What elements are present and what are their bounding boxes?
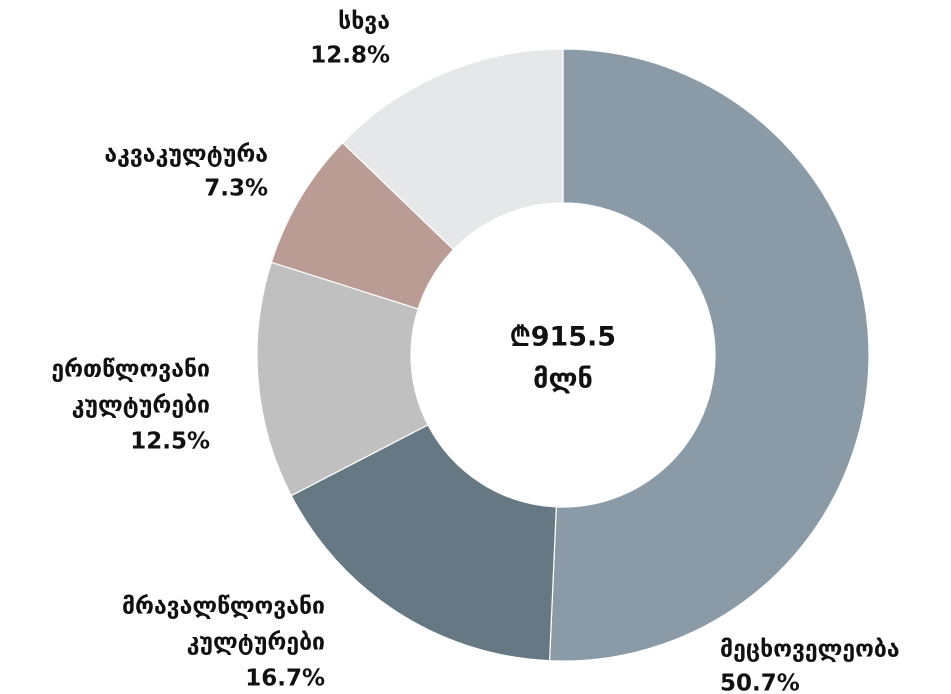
slice-label: კულტურები xyxy=(187,630,325,656)
slice-label: აკვაკულტურა xyxy=(104,142,268,168)
value-label: 16.7% xyxy=(245,666,325,692)
value-label: 7.3% xyxy=(204,176,268,202)
slice-label: ერთწლოვანი xyxy=(51,357,210,383)
value-label: 50.7% xyxy=(720,671,800,694)
donut-slice xyxy=(548,48,870,662)
center-label: ₾915.5 xyxy=(510,322,616,353)
slice-label: სხვა xyxy=(338,9,390,35)
value-label: 12.8% xyxy=(310,43,390,69)
donut-slice xyxy=(290,424,557,662)
value-label: 12.5% xyxy=(130,429,210,455)
donut-slice xyxy=(256,261,429,497)
slice-label: მრავალწლოვანი xyxy=(122,594,325,620)
slice-label: მეცხოველეობა xyxy=(720,637,900,663)
center-label: მლნ xyxy=(533,364,593,395)
donut-slice xyxy=(341,48,564,251)
slice-label: კულტურები xyxy=(72,393,210,419)
